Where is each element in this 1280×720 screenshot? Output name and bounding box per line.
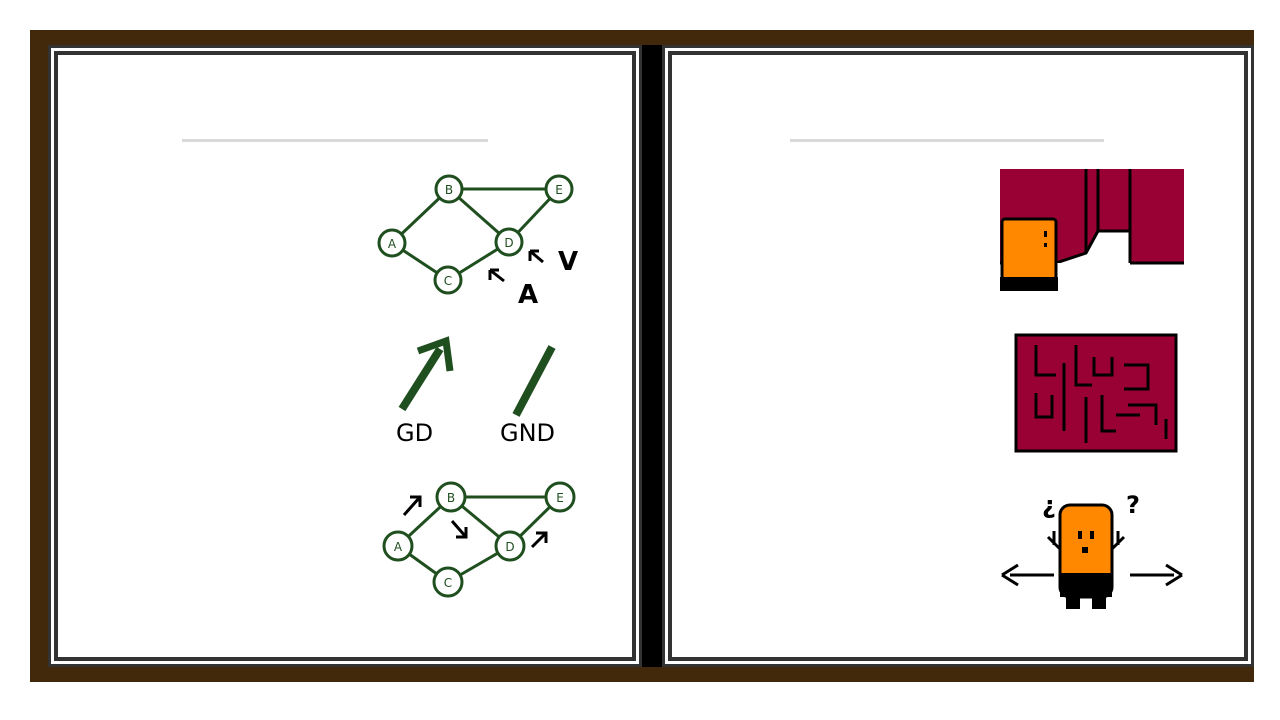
book-spine	[642, 45, 662, 667]
left-page-inner: A B C D E V A GD	[54, 51, 636, 661]
node-a-bottom-label: A	[394, 540, 403, 554]
node-a-label: A	[388, 237, 397, 251]
gd-label: GD	[396, 419, 433, 447]
left-page: A B C D E V A GD	[48, 45, 642, 667]
left-arrow-icon	[1002, 565, 1054, 585]
gd-arrow-icon	[388, 335, 458, 415]
node-d-label: D	[504, 236, 513, 250]
right-question-mark: ?	[1126, 491, 1140, 519]
arrow-d-to-e	[532, 533, 546, 547]
right-page: ¿ ?	[662, 45, 1254, 667]
right-page-inner: ¿ ?	[668, 51, 1248, 661]
right-page-title-line	[790, 139, 1104, 142]
graph-top-diagram: A B C D E V A	[378, 173, 598, 313]
node-b-bottom-label: B	[447, 491, 455, 505]
annotation-v: V	[558, 247, 578, 277]
arrow-v-pointer	[530, 251, 543, 262]
orange-character	[1002, 219, 1056, 279]
gnd-line-icon	[506, 341, 566, 421]
wall-scene-image	[1000, 169, 1184, 291]
book: A B C D E V A GD	[30, 30, 1254, 682]
arrow-a-to-b	[404, 497, 420, 515]
maze-image	[1016, 335, 1176, 451]
gnd-label: GND	[500, 419, 555, 447]
confused-character-image: ¿ ?	[998, 479, 1184, 615]
node-c-bottom-label: C	[444, 576, 452, 590]
right-arrow-icon	[1130, 565, 1182, 585]
node-d-bottom-label: D	[505, 540, 514, 554]
graph-bottom-diagram: A B C D E	[380, 475, 600, 615]
node-c-label: C	[444, 274, 452, 288]
arrow-a-pointer	[490, 270, 504, 281]
node-b-label: B	[445, 183, 453, 197]
annotation-a: A	[518, 280, 538, 310]
node-e-bottom-label: E	[556, 491, 564, 505]
arrow-b-to-d	[452, 521, 466, 537]
left-question-mark: ¿	[1042, 491, 1056, 519]
left-page-title-line	[182, 139, 488, 142]
node-e-label: E	[555, 183, 563, 197]
